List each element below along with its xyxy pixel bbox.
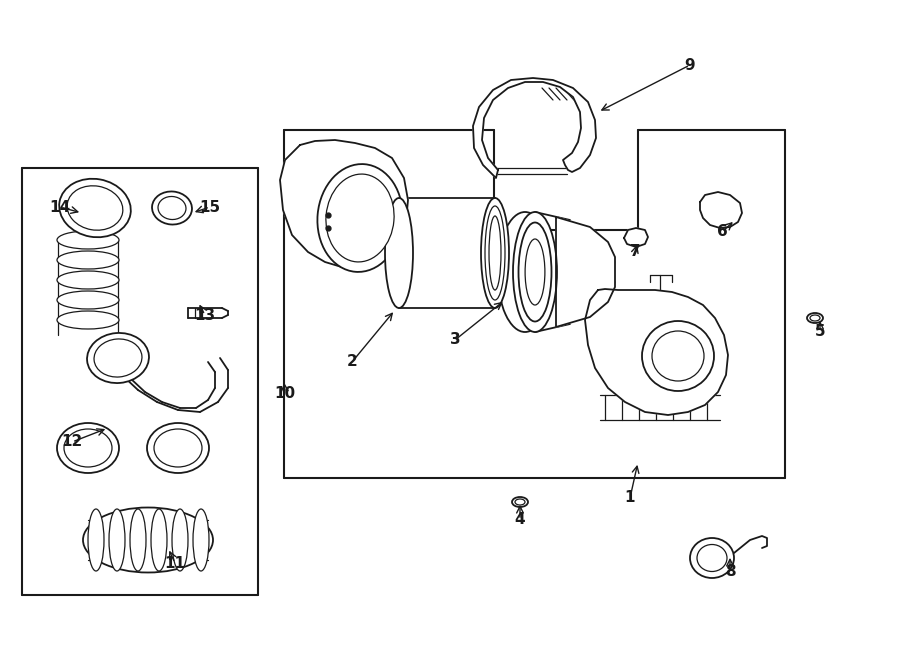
Ellipse shape — [57, 251, 119, 269]
Text: 14: 14 — [50, 200, 70, 215]
Text: 1: 1 — [625, 490, 635, 506]
Ellipse shape — [481, 198, 509, 308]
Ellipse shape — [88, 509, 104, 571]
Ellipse shape — [498, 212, 553, 332]
Ellipse shape — [152, 192, 192, 225]
Ellipse shape — [87, 333, 149, 383]
Ellipse shape — [642, 321, 714, 391]
Ellipse shape — [57, 423, 119, 473]
Polygon shape — [280, 140, 408, 268]
Ellipse shape — [158, 196, 186, 219]
Text: 10: 10 — [274, 385, 295, 401]
Text: 7: 7 — [630, 245, 640, 260]
Text: 2: 2 — [346, 354, 357, 369]
Ellipse shape — [57, 231, 119, 249]
Polygon shape — [556, 217, 615, 327]
Ellipse shape — [172, 509, 188, 571]
Text: 11: 11 — [165, 555, 185, 570]
Ellipse shape — [652, 331, 704, 381]
Ellipse shape — [326, 174, 394, 262]
Ellipse shape — [154, 429, 202, 467]
Ellipse shape — [68, 186, 122, 230]
Ellipse shape — [57, 291, 119, 309]
Ellipse shape — [57, 271, 119, 289]
Ellipse shape — [807, 313, 823, 323]
Polygon shape — [700, 192, 742, 228]
Ellipse shape — [57, 311, 119, 329]
Ellipse shape — [109, 509, 125, 571]
Ellipse shape — [485, 206, 505, 300]
Text: 4: 4 — [515, 512, 526, 527]
Text: 5: 5 — [814, 325, 825, 340]
Ellipse shape — [697, 545, 727, 572]
Polygon shape — [473, 78, 596, 178]
Polygon shape — [585, 289, 728, 415]
Ellipse shape — [94, 339, 142, 377]
Ellipse shape — [810, 315, 820, 321]
Ellipse shape — [147, 423, 209, 473]
Ellipse shape — [64, 429, 112, 467]
Text: 15: 15 — [200, 200, 220, 215]
Polygon shape — [624, 228, 648, 247]
Text: 3: 3 — [450, 332, 460, 348]
Ellipse shape — [690, 538, 734, 578]
Ellipse shape — [525, 239, 544, 305]
Ellipse shape — [489, 216, 501, 290]
Ellipse shape — [193, 509, 209, 571]
Ellipse shape — [385, 198, 413, 308]
Ellipse shape — [515, 499, 525, 505]
Text: 8: 8 — [724, 564, 735, 580]
Ellipse shape — [318, 164, 402, 272]
Text: 13: 13 — [194, 307, 216, 323]
Text: 6: 6 — [716, 225, 727, 239]
Ellipse shape — [518, 223, 552, 321]
Ellipse shape — [130, 509, 146, 571]
Ellipse shape — [59, 178, 130, 237]
Ellipse shape — [513, 212, 557, 332]
Text: 9: 9 — [685, 58, 696, 73]
Ellipse shape — [512, 497, 528, 507]
Ellipse shape — [83, 508, 213, 572]
Text: 12: 12 — [61, 434, 83, 449]
Ellipse shape — [151, 509, 167, 571]
